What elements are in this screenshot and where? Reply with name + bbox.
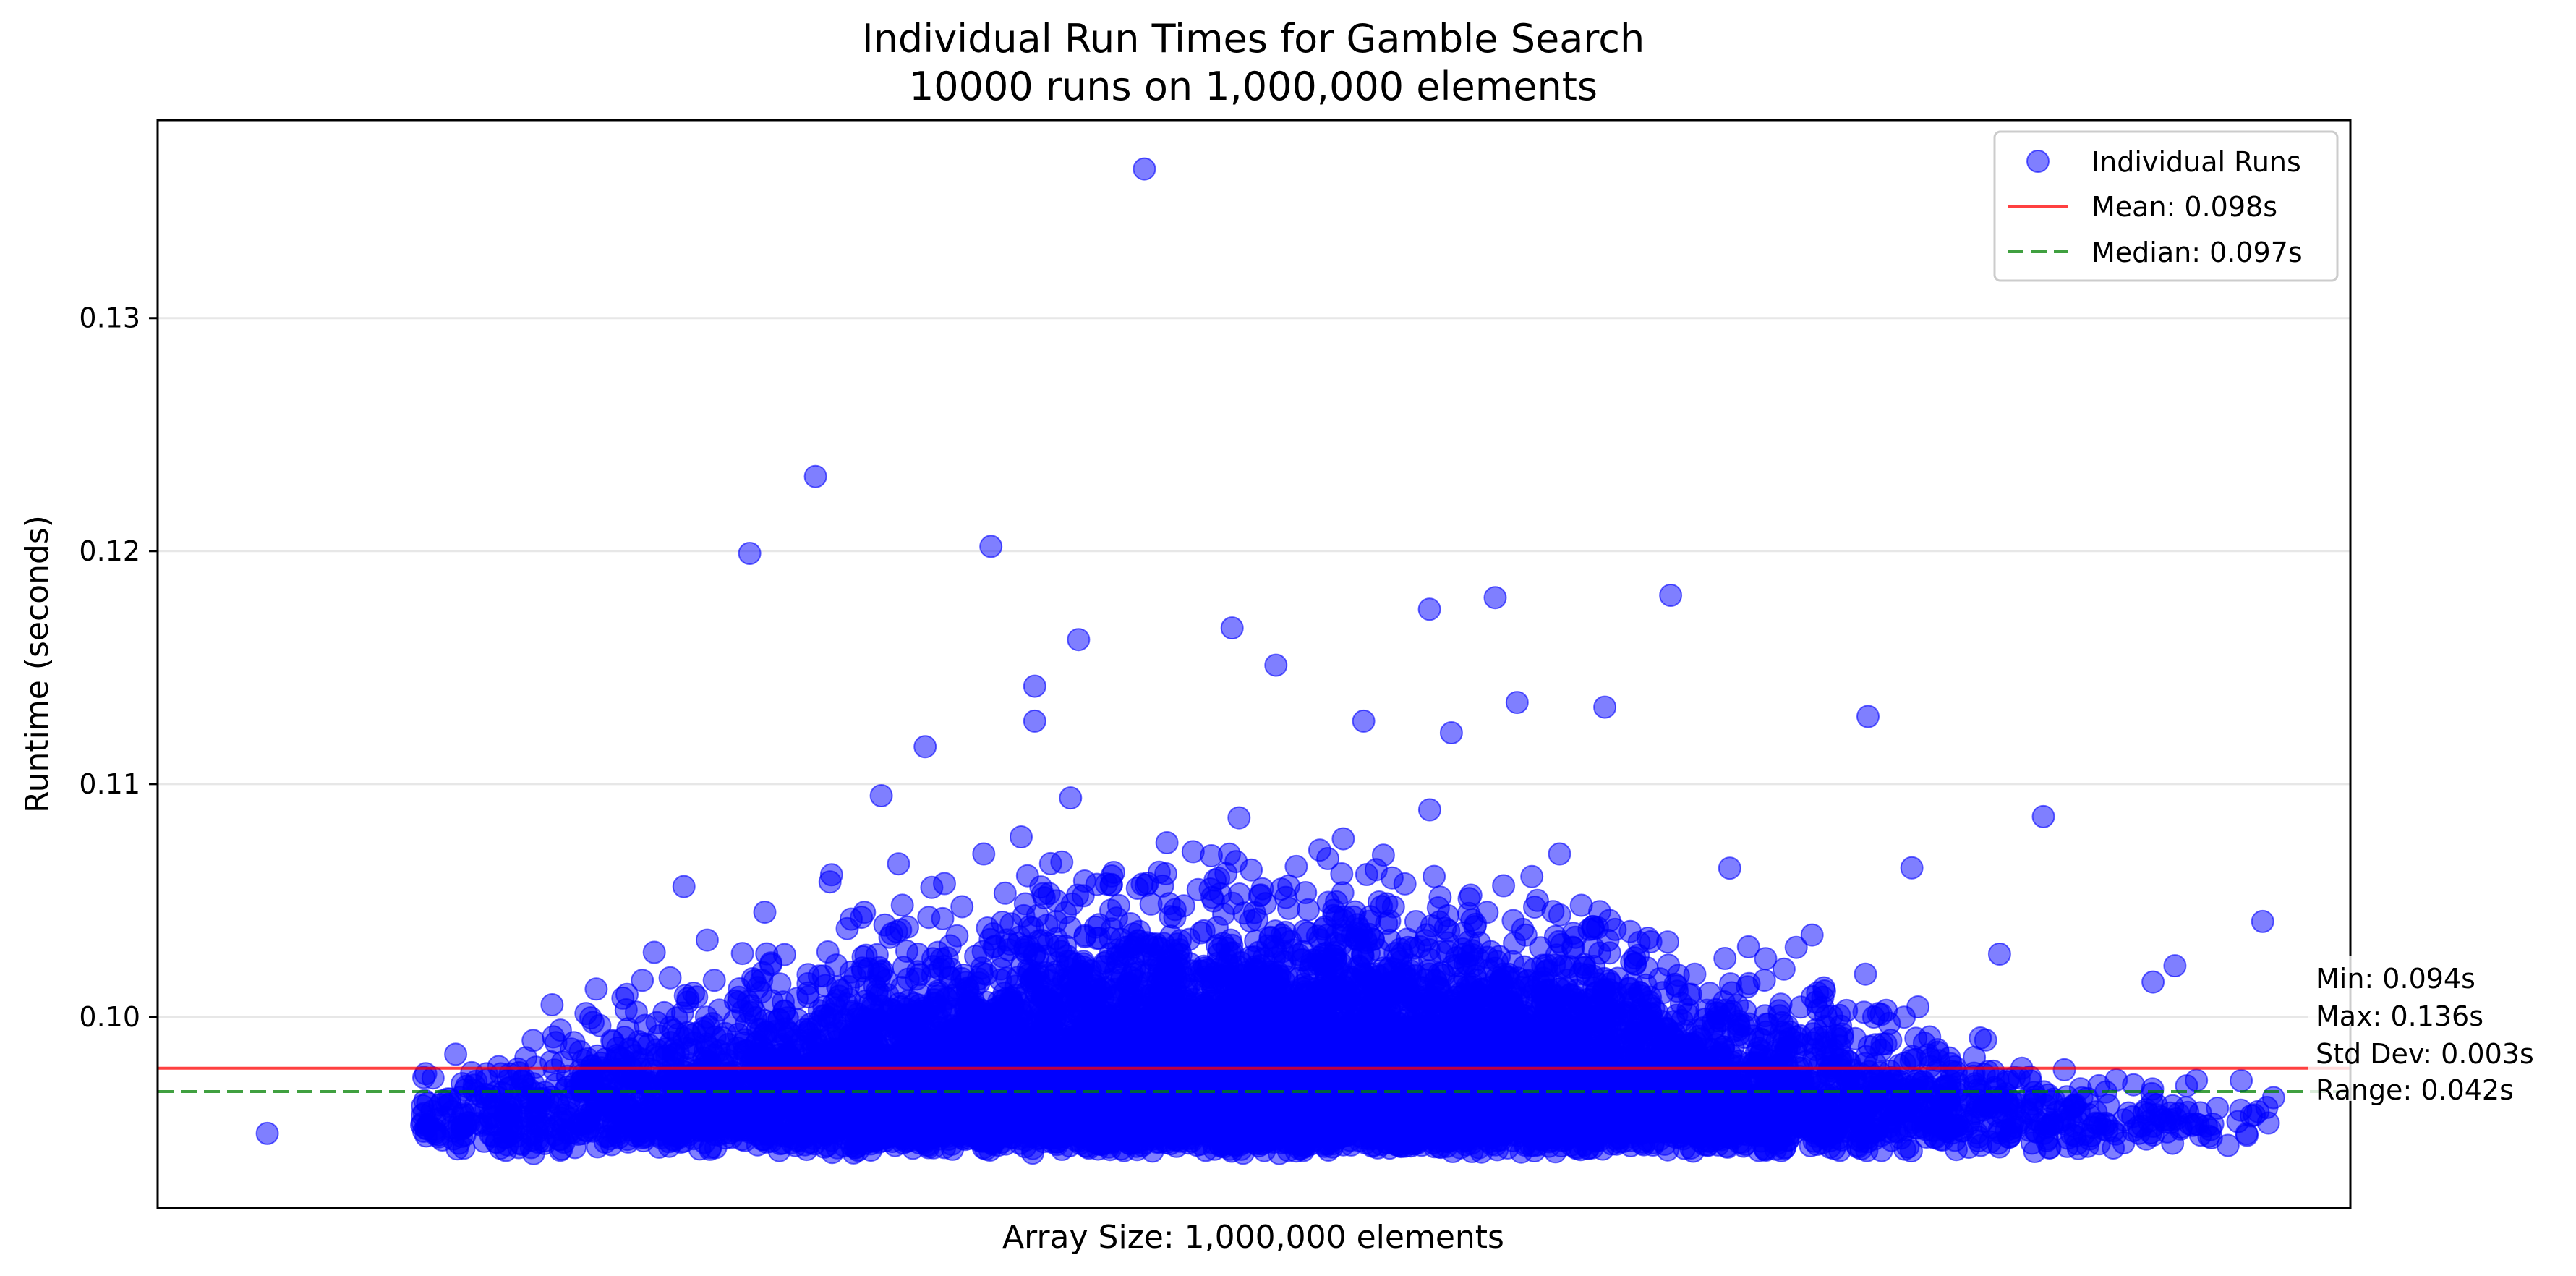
data-point-2658 (1155, 831, 1179, 854)
data-point-1701 (702, 969, 726, 992)
data-point-4654 (835, 916, 859, 940)
data-point-478 (695, 928, 719, 952)
data-point-4490 (772, 943, 796, 966)
data-point-3761 (1800, 923, 1824, 947)
data-point-4943 (972, 842, 996, 866)
data-point-990 (1548, 842, 1571, 866)
data-point-4524 (1227, 882, 1251, 906)
data-point-506 (1772, 957, 1796, 981)
data-point-4306 (1854, 962, 1877, 986)
data-point-1141 (1417, 798, 1441, 822)
data-point-1727 (1656, 930, 1679, 954)
data-point-4399 (853, 901, 877, 924)
data-point-4906 (642, 940, 666, 964)
chart-subtitle: 10000 runs on 1,000,000 elements (909, 64, 1598, 109)
data-point-4410 (753, 901, 777, 924)
data-point-573 (1492, 874, 1516, 898)
data-point-4521 (1308, 838, 1331, 862)
data-point-2883 (730, 942, 754, 966)
data-points (255, 157, 2285, 1165)
data-point-201 (444, 1042, 468, 1066)
data-point-4203 (964, 945, 988, 969)
chart-title: Individual Run Times for Gamble Search (862, 16, 1645, 61)
data-point-500 (1059, 786, 1083, 810)
data-point-2335 (1501, 909, 1525, 932)
